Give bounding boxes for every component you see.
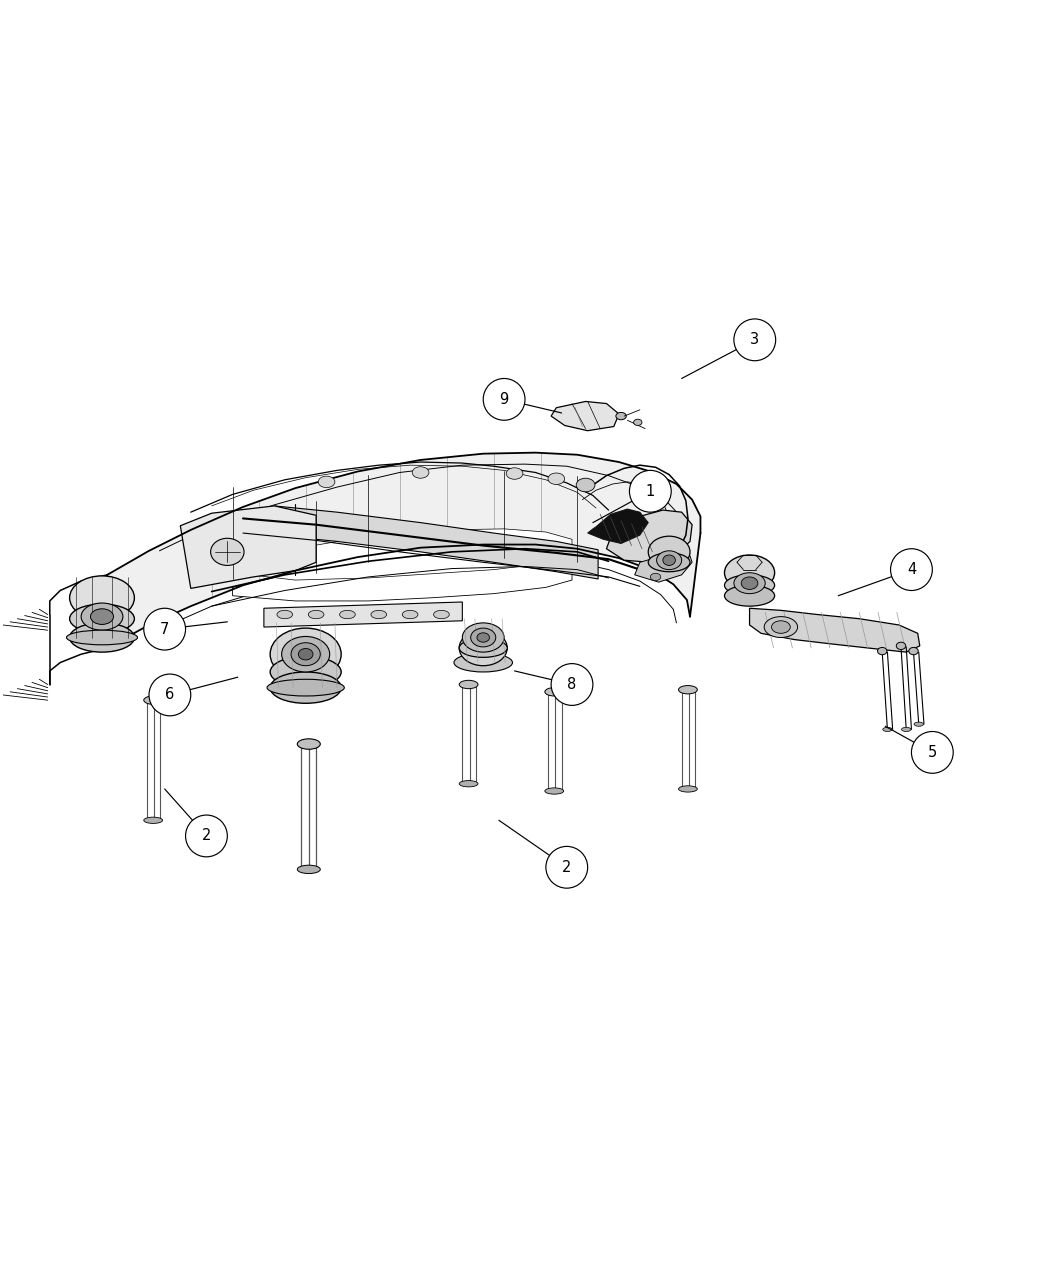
Ellipse shape bbox=[291, 643, 320, 666]
Ellipse shape bbox=[724, 575, 775, 595]
Ellipse shape bbox=[616, 412, 626, 419]
Ellipse shape bbox=[297, 738, 320, 750]
Text: 3: 3 bbox=[750, 333, 759, 347]
Ellipse shape bbox=[506, 468, 523, 479]
Ellipse shape bbox=[772, 621, 791, 634]
Polygon shape bbox=[551, 402, 620, 431]
Ellipse shape bbox=[90, 608, 113, 625]
Text: 1: 1 bbox=[646, 483, 655, 499]
Ellipse shape bbox=[741, 576, 758, 589]
Text: 2: 2 bbox=[562, 859, 571, 875]
Ellipse shape bbox=[648, 537, 690, 567]
Ellipse shape bbox=[878, 648, 887, 655]
Text: 8: 8 bbox=[567, 677, 576, 692]
Ellipse shape bbox=[764, 617, 798, 638]
Ellipse shape bbox=[477, 632, 489, 643]
Ellipse shape bbox=[81, 603, 123, 630]
Ellipse shape bbox=[339, 611, 355, 618]
Polygon shape bbox=[264, 602, 462, 627]
Ellipse shape bbox=[883, 727, 892, 732]
Ellipse shape bbox=[69, 576, 134, 620]
Ellipse shape bbox=[545, 687, 564, 696]
Circle shape bbox=[186, 815, 228, 857]
Ellipse shape bbox=[909, 648, 919, 655]
Polygon shape bbox=[634, 550, 692, 583]
Ellipse shape bbox=[281, 636, 330, 672]
Ellipse shape bbox=[648, 553, 690, 571]
Ellipse shape bbox=[545, 788, 564, 794]
Ellipse shape bbox=[270, 629, 341, 681]
Ellipse shape bbox=[297, 866, 320, 873]
Ellipse shape bbox=[470, 629, 496, 646]
Ellipse shape bbox=[462, 623, 504, 652]
Ellipse shape bbox=[576, 478, 595, 492]
Text: 7: 7 bbox=[160, 622, 169, 636]
Ellipse shape bbox=[459, 630, 507, 666]
Polygon shape bbox=[232, 529, 572, 580]
Circle shape bbox=[144, 608, 186, 650]
Polygon shape bbox=[181, 506, 316, 588]
Ellipse shape bbox=[277, 611, 293, 618]
Ellipse shape bbox=[724, 585, 775, 606]
Ellipse shape bbox=[144, 696, 163, 704]
Ellipse shape bbox=[459, 639, 507, 658]
Circle shape bbox=[629, 470, 671, 513]
Ellipse shape bbox=[402, 611, 418, 618]
Text: 4: 4 bbox=[907, 562, 916, 578]
Polygon shape bbox=[607, 510, 692, 562]
Text: 5: 5 bbox=[928, 745, 937, 760]
Ellipse shape bbox=[678, 686, 697, 694]
Ellipse shape bbox=[298, 649, 313, 660]
Ellipse shape bbox=[897, 643, 906, 649]
Ellipse shape bbox=[663, 555, 675, 565]
Ellipse shape bbox=[144, 817, 163, 824]
Ellipse shape bbox=[734, 572, 765, 594]
Ellipse shape bbox=[678, 785, 697, 792]
Ellipse shape bbox=[454, 653, 512, 672]
Ellipse shape bbox=[309, 611, 324, 618]
Circle shape bbox=[734, 319, 776, 361]
Polygon shape bbox=[107, 453, 700, 648]
Circle shape bbox=[149, 674, 191, 715]
Polygon shape bbox=[274, 506, 598, 579]
Ellipse shape bbox=[902, 727, 911, 732]
Ellipse shape bbox=[270, 672, 341, 704]
Ellipse shape bbox=[548, 473, 565, 484]
Ellipse shape bbox=[459, 681, 478, 688]
Text: 9: 9 bbox=[500, 391, 509, 407]
Circle shape bbox=[483, 379, 525, 421]
Ellipse shape bbox=[663, 562, 675, 571]
Ellipse shape bbox=[459, 780, 478, 787]
Ellipse shape bbox=[650, 574, 660, 580]
Text: 2: 2 bbox=[202, 829, 211, 844]
Ellipse shape bbox=[270, 657, 341, 687]
Ellipse shape bbox=[211, 538, 244, 565]
Circle shape bbox=[911, 732, 953, 773]
Ellipse shape bbox=[371, 611, 386, 618]
Ellipse shape bbox=[318, 476, 335, 487]
Polygon shape bbox=[750, 608, 920, 652]
Ellipse shape bbox=[915, 722, 923, 727]
Polygon shape bbox=[588, 509, 648, 543]
Ellipse shape bbox=[413, 467, 428, 478]
Ellipse shape bbox=[724, 555, 775, 590]
Ellipse shape bbox=[633, 419, 642, 426]
Text: 6: 6 bbox=[165, 687, 174, 703]
Ellipse shape bbox=[66, 630, 138, 645]
Ellipse shape bbox=[69, 623, 134, 652]
Ellipse shape bbox=[434, 611, 449, 618]
Circle shape bbox=[551, 663, 593, 705]
Ellipse shape bbox=[69, 604, 134, 634]
Ellipse shape bbox=[656, 551, 681, 570]
Polygon shape bbox=[232, 553, 572, 601]
Circle shape bbox=[890, 548, 932, 590]
Ellipse shape bbox=[267, 680, 344, 696]
Circle shape bbox=[546, 847, 588, 889]
